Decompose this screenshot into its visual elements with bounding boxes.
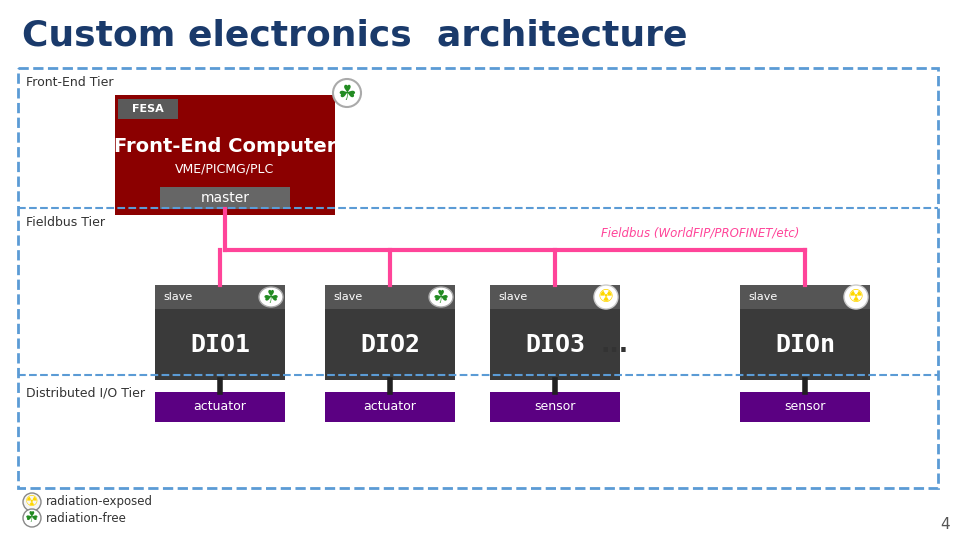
Text: radiation-free: radiation-free	[46, 511, 127, 524]
Text: slave: slave	[333, 292, 362, 302]
Circle shape	[23, 509, 41, 527]
Text: radiation-exposed: radiation-exposed	[46, 496, 153, 509]
Text: Fieldbus Tier: Fieldbus Tier	[26, 215, 105, 228]
Bar	[325, 285, 455, 309]
Circle shape	[333, 79, 361, 107]
Bar	[155, 392, 285, 422]
Text: ☢: ☢	[848, 288, 864, 306]
Bar	[155, 285, 285, 309]
Bar	[155, 309, 285, 380]
Text: DIO3: DIO3	[525, 333, 585, 356]
Text: slave: slave	[498, 292, 527, 302]
Text: ☘: ☘	[263, 289, 279, 307]
Text: ☢: ☢	[598, 288, 614, 306]
Bar	[490, 392, 620, 422]
Bar	[18, 68, 938, 488]
Text: DIOn: DIOn	[775, 333, 835, 356]
Bar	[740, 309, 870, 380]
Circle shape	[594, 285, 618, 309]
Text: ☢: ☢	[25, 495, 38, 510]
Text: VME/PICMG/PLC: VME/PICMG/PLC	[176, 163, 275, 176]
Text: ☘: ☘	[25, 510, 38, 525]
Text: actuator: actuator	[364, 401, 417, 414]
Bar	[115, 95, 335, 215]
Text: sensor: sensor	[784, 401, 826, 414]
Bar	[740, 392, 870, 422]
Text: Front-End Tier: Front-End Tier	[26, 76, 113, 89]
Text: slave: slave	[748, 292, 778, 302]
Text: FESA: FESA	[132, 104, 164, 114]
Bar	[490, 309, 620, 380]
Text: slave: slave	[163, 292, 192, 302]
Bar	[740, 285, 870, 309]
Text: DIO2: DIO2	[360, 333, 420, 356]
Text: Custom electronics  architecture: Custom electronics architecture	[22, 18, 687, 52]
Text: Distributed I/O Tier: Distributed I/O Tier	[26, 387, 145, 400]
Bar	[325, 392, 455, 422]
Text: Fieldbus (WorldFIP/PROFINET/etc): Fieldbus (WorldFIP/PROFINET/etc)	[601, 227, 799, 240]
Text: ☘: ☘	[433, 289, 449, 307]
Bar	[490, 285, 620, 309]
Text: sensor: sensor	[535, 401, 576, 414]
Text: master: master	[201, 191, 250, 205]
Text: 4: 4	[941, 517, 950, 532]
Text: actuator: actuator	[194, 401, 247, 414]
Text: DIO1: DIO1	[190, 333, 250, 356]
Bar	[325, 309, 455, 380]
Circle shape	[23, 493, 41, 511]
Text: ...: ...	[601, 333, 629, 356]
Text: ☘: ☘	[338, 84, 356, 104]
Bar	[118, 99, 178, 119]
Ellipse shape	[429, 287, 453, 307]
Circle shape	[844, 285, 868, 309]
Ellipse shape	[259, 287, 283, 307]
Text: Front-End Computer: Front-End Computer	[114, 138, 336, 157]
Bar	[160, 187, 290, 209]
